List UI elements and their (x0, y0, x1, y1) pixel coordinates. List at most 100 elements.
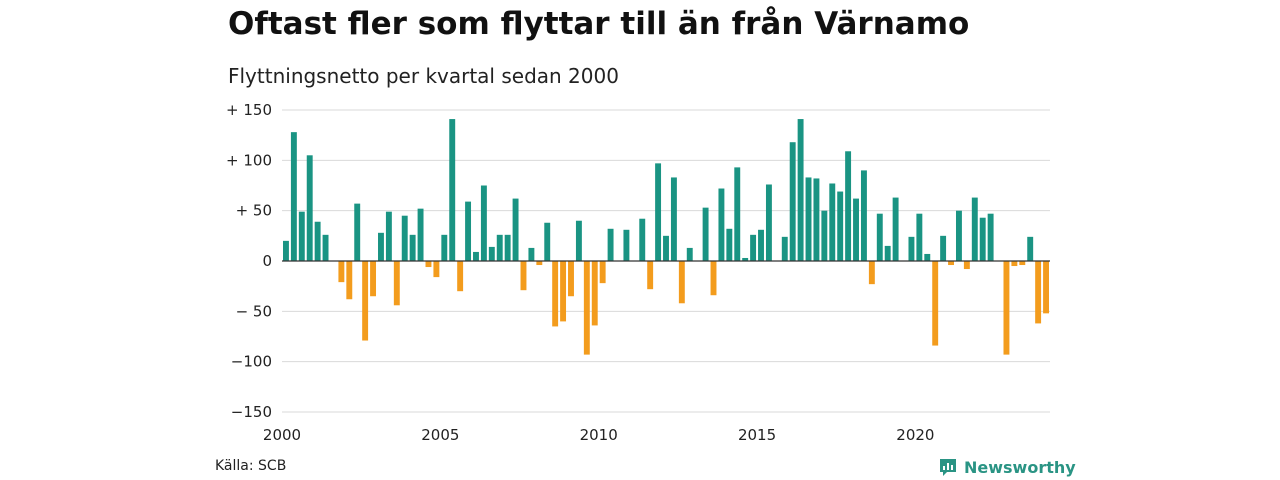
bar (504, 234, 511, 261)
bar (1035, 261, 1042, 324)
bar (378, 232, 384, 261)
bar (362, 261, 369, 341)
bar (884, 245, 891, 261)
bar (473, 251, 479, 261)
bar (853, 198, 859, 261)
bar (932, 261, 939, 346)
bar (496, 234, 503, 261)
bar (868, 261, 875, 285)
bar (647, 261, 654, 290)
bar (829, 183, 836, 261)
bar (750, 234, 757, 261)
x-tick-label: 2015 (738, 426, 776, 444)
bar (290, 132, 297, 261)
bar (916, 213, 923, 261)
bar (449, 119, 456, 261)
bar (908, 236, 915, 261)
bar (306, 155, 313, 261)
bar (480, 185, 487, 261)
bar (1027, 236, 1034, 261)
bar (726, 228, 733, 261)
bar (971, 197, 978, 261)
bar (765, 184, 772, 261)
bar (568, 261, 574, 297)
bar (1003, 261, 1010, 355)
y-tick-label: 0 (262, 252, 272, 270)
bar (758, 229, 764, 261)
bar (655, 163, 662, 261)
bar (639, 218, 646, 261)
bar (354, 203, 361, 261)
y-tick-label: − 50 (236, 302, 272, 320)
source-note: Källa: SCB (215, 458, 287, 474)
bar (552, 261, 559, 327)
bar (805, 177, 812, 261)
chart-title: Oftast fler som flyttar till än från Vär… (228, 6, 970, 42)
x-tick-label: 2010 (580, 426, 618, 444)
y-tick-label: + 150 (226, 101, 272, 119)
bar (607, 228, 614, 261)
bar (1011, 261, 1018, 267)
bar (417, 208, 424, 261)
bar (441, 234, 448, 261)
chart-subtitle: Flyttningsnetto per kvartal sedan 2000 (228, 64, 619, 88)
bar (734, 167, 741, 261)
bar (283, 240, 289, 261)
bar (670, 177, 677, 261)
bar (544, 222, 551, 261)
brand-name: Newsworthy (964, 457, 1076, 477)
bar (710, 261, 717, 296)
bar (401, 215, 408, 261)
y-tick-label: −150 (231, 403, 272, 421)
bar (678, 261, 685, 304)
bar (702, 207, 709, 261)
bar (948, 261, 954, 266)
bar (797, 119, 804, 261)
bar (536, 261, 543, 266)
bar (789, 142, 796, 261)
bar (718, 188, 725, 261)
bar (599, 261, 606, 284)
bar (591, 261, 598, 326)
bar (346, 261, 353, 300)
y-tick-label: −100 (231, 353, 272, 371)
y-tick-label: + 100 (226, 151, 272, 169)
bar (924, 253, 931, 261)
bar (512, 198, 519, 261)
bar (663, 235, 669, 261)
bar (837, 191, 844, 261)
bar (623, 229, 630, 261)
bar (892, 197, 899, 261)
bar (425, 261, 432, 268)
bar (876, 213, 883, 261)
bar (298, 211, 305, 261)
bar (1043, 261, 1049, 314)
bar (520, 261, 527, 291)
bar (963, 261, 970, 270)
bar (370, 261, 377, 297)
bar (686, 247, 693, 261)
bar (781, 236, 788, 261)
bar (955, 210, 962, 261)
bar (560, 261, 567, 322)
x-tick-label: 2005 (421, 426, 459, 444)
bar (409, 234, 416, 261)
bar (940, 235, 947, 261)
bar (457, 261, 464, 292)
x-tick-label: 2020 (896, 426, 934, 444)
y-tick-label: + 50 (236, 202, 272, 220)
bar (393, 261, 400, 306)
bar (465, 201, 472, 261)
bar (845, 151, 852, 261)
bar (860, 170, 867, 261)
bar (322, 234, 329, 261)
bar (813, 178, 820, 261)
bar (338, 261, 345, 283)
bar (488, 246, 495, 261)
brand-logo: Newsworthy (938, 456, 1076, 478)
x-tick-label: 2000 (263, 426, 301, 444)
bar (575, 220, 582, 261)
bar (583, 261, 590, 355)
bar (528, 247, 535, 261)
